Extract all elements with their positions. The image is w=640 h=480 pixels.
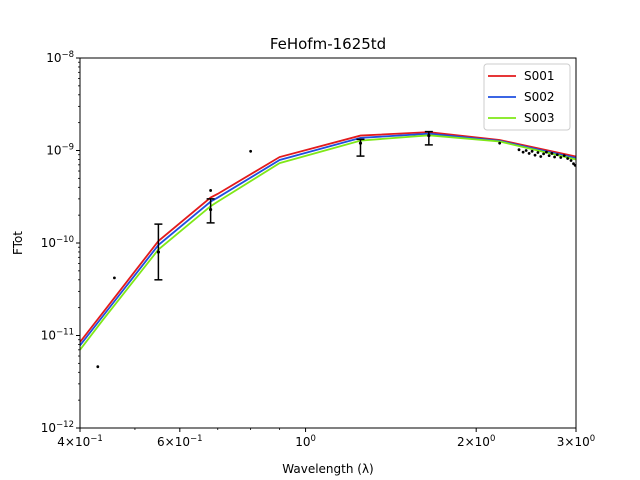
y-tick-label: 10−8	[46, 50, 74, 65]
legend: S001 S002 S003	[483, 63, 571, 131]
data-point	[539, 155, 543, 158]
series-line-2	[80, 132, 576, 347]
legend-label: S002	[524, 90, 555, 104]
data-point	[542, 152, 545, 156]
observation-point	[156, 250, 160, 254]
data-point	[498, 141, 502, 145]
chart-title: FeHofm-1625td	[270, 35, 386, 53]
observation-point	[358, 141, 363, 145]
y-tick-label: 10−10	[41, 235, 74, 250]
data-point	[536, 151, 540, 154]
data-point	[521, 150, 525, 154]
x-tick-label: 2×100	[457, 434, 495, 449]
y-tick-label: 10−11	[41, 328, 74, 343]
data-point	[550, 152, 554, 155]
x-tick-label: 3×100	[557, 434, 595, 449]
observation-point	[427, 133, 431, 138]
data-point	[249, 149, 253, 153]
data-point	[96, 365, 100, 369]
data-point	[553, 155, 556, 159]
observations-layer	[96, 130, 576, 369]
data-point	[530, 149, 534, 153]
data-point	[113, 276, 116, 280]
y-tick-label: 10−12	[41, 420, 74, 435]
x-axis-label: Wavelength (λ)	[282, 462, 373, 476]
series-line-3	[80, 134, 576, 351]
series-line-1	[80, 131, 576, 343]
data-point	[566, 157, 570, 160]
x-tick-label: 100	[295, 434, 316, 449]
legend-box	[483, 63, 571, 131]
legend-label: S003	[524, 111, 555, 125]
tick-layer: 4×10−1 6×10−1 100 2×100 3×100 10−12 10−11 10−10…	[41, 50, 595, 449]
data-point	[209, 189, 213, 192]
y-axis-label: FTot	[11, 231, 25, 255]
data-point	[547, 154, 551, 158]
data-point	[524, 149, 528, 152]
observation-errorbar	[206, 198, 215, 224]
data-point	[533, 153, 537, 157]
data-point	[559, 156, 563, 159]
x-tick-label: 6×10−1	[157, 434, 203, 449]
x-tick-label: 4×10−1	[57, 434, 103, 449]
data-point	[527, 152, 531, 155]
data-point	[573, 164, 576, 167]
data-point	[544, 150, 548, 154]
observation-errorbar	[154, 223, 163, 281]
data-point	[569, 159, 573, 162]
plot-frame	[79, 57, 577, 429]
legend-label: S001	[524, 69, 555, 83]
observation-errorbar	[424, 130, 433, 146]
data-point	[562, 154, 566, 158]
data-point	[555, 153, 559, 157]
y-tick-label: 10−9	[46, 143, 74, 158]
observation-errorbar	[356, 138, 365, 157]
observation-point	[209, 207, 213, 212]
series-layer	[80, 131, 576, 351]
data-point	[517, 148, 521, 152]
